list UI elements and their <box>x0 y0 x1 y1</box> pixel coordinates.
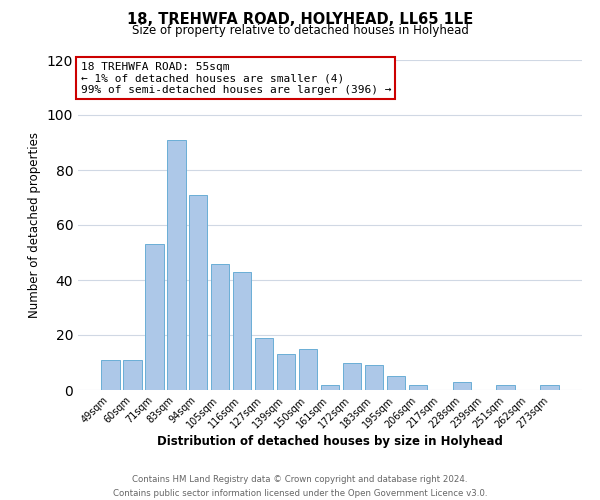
Bar <box>409 384 427 390</box>
Bar <box>145 244 164 390</box>
Bar <box>496 384 515 390</box>
Bar <box>101 360 119 390</box>
Bar <box>233 272 251 390</box>
Bar <box>320 384 340 390</box>
Text: Size of property relative to detached houses in Holyhead: Size of property relative to detached ho… <box>131 24 469 37</box>
X-axis label: Distribution of detached houses by size in Holyhead: Distribution of detached houses by size … <box>157 436 503 448</box>
Text: Contains HM Land Registry data © Crown copyright and database right 2024.
Contai: Contains HM Land Registry data © Crown c… <box>113 476 487 498</box>
Bar <box>299 349 317 390</box>
Bar <box>452 382 471 390</box>
Text: 18 TREHWFA ROAD: 55sqm
← 1% of detached houses are smaller (4)
99% of semi-detac: 18 TREHWFA ROAD: 55sqm ← 1% of detached … <box>80 62 391 95</box>
Y-axis label: Number of detached properties: Number of detached properties <box>28 132 41 318</box>
Bar <box>189 194 208 390</box>
Text: 18, TREHWFA ROAD, HOLYHEAD, LL65 1LE: 18, TREHWFA ROAD, HOLYHEAD, LL65 1LE <box>127 12 473 28</box>
Bar <box>365 365 383 390</box>
Bar <box>386 376 405 390</box>
Bar <box>343 362 361 390</box>
Bar <box>541 384 559 390</box>
Bar <box>211 264 229 390</box>
Bar <box>277 354 295 390</box>
Bar <box>167 140 185 390</box>
Bar <box>123 360 142 390</box>
Bar <box>255 338 274 390</box>
